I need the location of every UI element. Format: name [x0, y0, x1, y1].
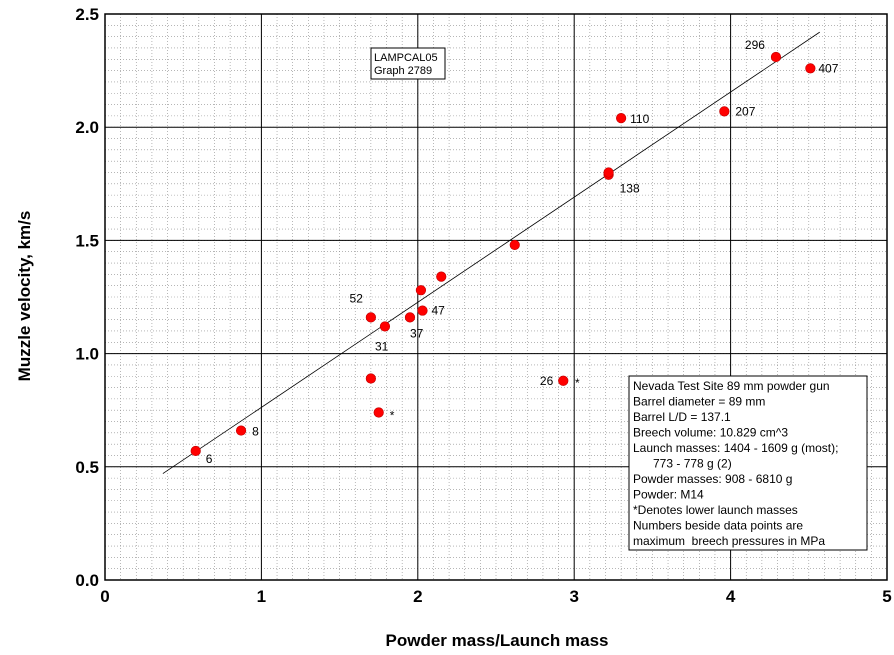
data-point	[417, 305, 428, 316]
point-label: 407	[818, 61, 838, 75]
y-tick-label: 2.5	[75, 5, 99, 24]
point-label: 52	[350, 291, 364, 305]
point-label: 31	[375, 339, 389, 353]
x-tick-label: 1	[257, 587, 266, 606]
x-tick-label: 4	[726, 587, 736, 606]
x-tick-label: 0	[100, 587, 109, 606]
point-labels: 6 8 52 31 * 37 47 26 138 110 207 296 407 *	[206, 38, 839, 466]
data-point	[365, 373, 376, 384]
annotation-box	[370, 47, 446, 80]
info-line: Breech volume: 10.829 cm^3	[633, 426, 788, 440]
info-line: Barrel diameter = 89 mm	[633, 395, 765, 409]
x-tick-label: 5	[882, 587, 891, 606]
y-tick-label: 1.5	[75, 231, 99, 250]
data-point	[770, 51, 782, 63]
point-label: 207	[735, 104, 755, 118]
point-label: *	[390, 408, 395, 422]
y-tick-label: 0.0	[75, 571, 99, 590]
x-tick-label: 3	[569, 587, 578, 606]
info-line: Numbers beside data points are	[633, 519, 803, 533]
point-label: 138	[620, 182, 640, 196]
tick-labels: 0 1 2 3 4 5 0.0 0.5 1.0 1.5 2.0 2.5	[75, 5, 891, 606]
info-line: maximum breech pressures in MPa	[633, 534, 825, 548]
info-box	[628, 375, 868, 551]
data-point	[190, 445, 201, 457]
data-point	[719, 106, 730, 117]
data-point	[365, 312, 376, 323]
x-axis-label: Powder mass/Launch mass	[386, 631, 609, 650]
data-points	[190, 51, 816, 457]
x-tick-label: 2	[413, 587, 422, 606]
plot-frame	[104, 13, 888, 581]
info-line: Nevada Test Site 89 mm powder gun	[633, 379, 830, 393]
point-label: 296	[745, 38, 765, 52]
point-label: 110	[630, 112, 649, 126]
info-line: Barrel L/D = 137.1	[633, 410, 731, 424]
y-tick-label: 0.5	[75, 458, 99, 477]
fit-line	[162, 31, 820, 474]
axes	[104, 13, 888, 581]
info-line: *Denotes lower launch masses	[633, 503, 798, 517]
y-tick-label: 1.0	[75, 345, 99, 364]
info-line: Powder: M14	[633, 488, 704, 502]
data-point	[616, 113, 627, 124]
data-point	[415, 285, 427, 296]
asterisk-mark: *	[575, 376, 580, 390]
info-line: 773 - 778 g (2)	[633, 457, 732, 471]
data-point	[509, 239, 520, 251]
point-label: 6	[206, 452, 213, 466]
data-point	[235, 425, 247, 436]
point-label: 47	[431, 304, 445, 318]
data-point	[404, 312, 416, 323]
y-tick-label: 2.0	[75, 118, 99, 137]
data-point	[379, 321, 391, 332]
point-label: 26	[540, 374, 554, 388]
info-line: Powder masses: 908 - 6810 g	[633, 472, 792, 486]
data-point	[805, 63, 816, 74]
annotation-line: Graph 2789	[374, 65, 432, 77]
data-point	[603, 167, 614, 178]
y-axis-label: Muzzle velocity, km/s	[15, 211, 34, 382]
data-point	[436, 271, 447, 282]
info-line: Launch masses: 1404 - 1609 g (most);	[633, 441, 838, 455]
annotation-line: LAMPCAL05	[374, 52, 438, 64]
point-label: 37	[410, 326, 424, 340]
data-point	[558, 375, 569, 386]
fit-line-group	[162, 31, 820, 474]
point-label: 8	[252, 425, 259, 439]
data-point	[373, 407, 384, 418]
